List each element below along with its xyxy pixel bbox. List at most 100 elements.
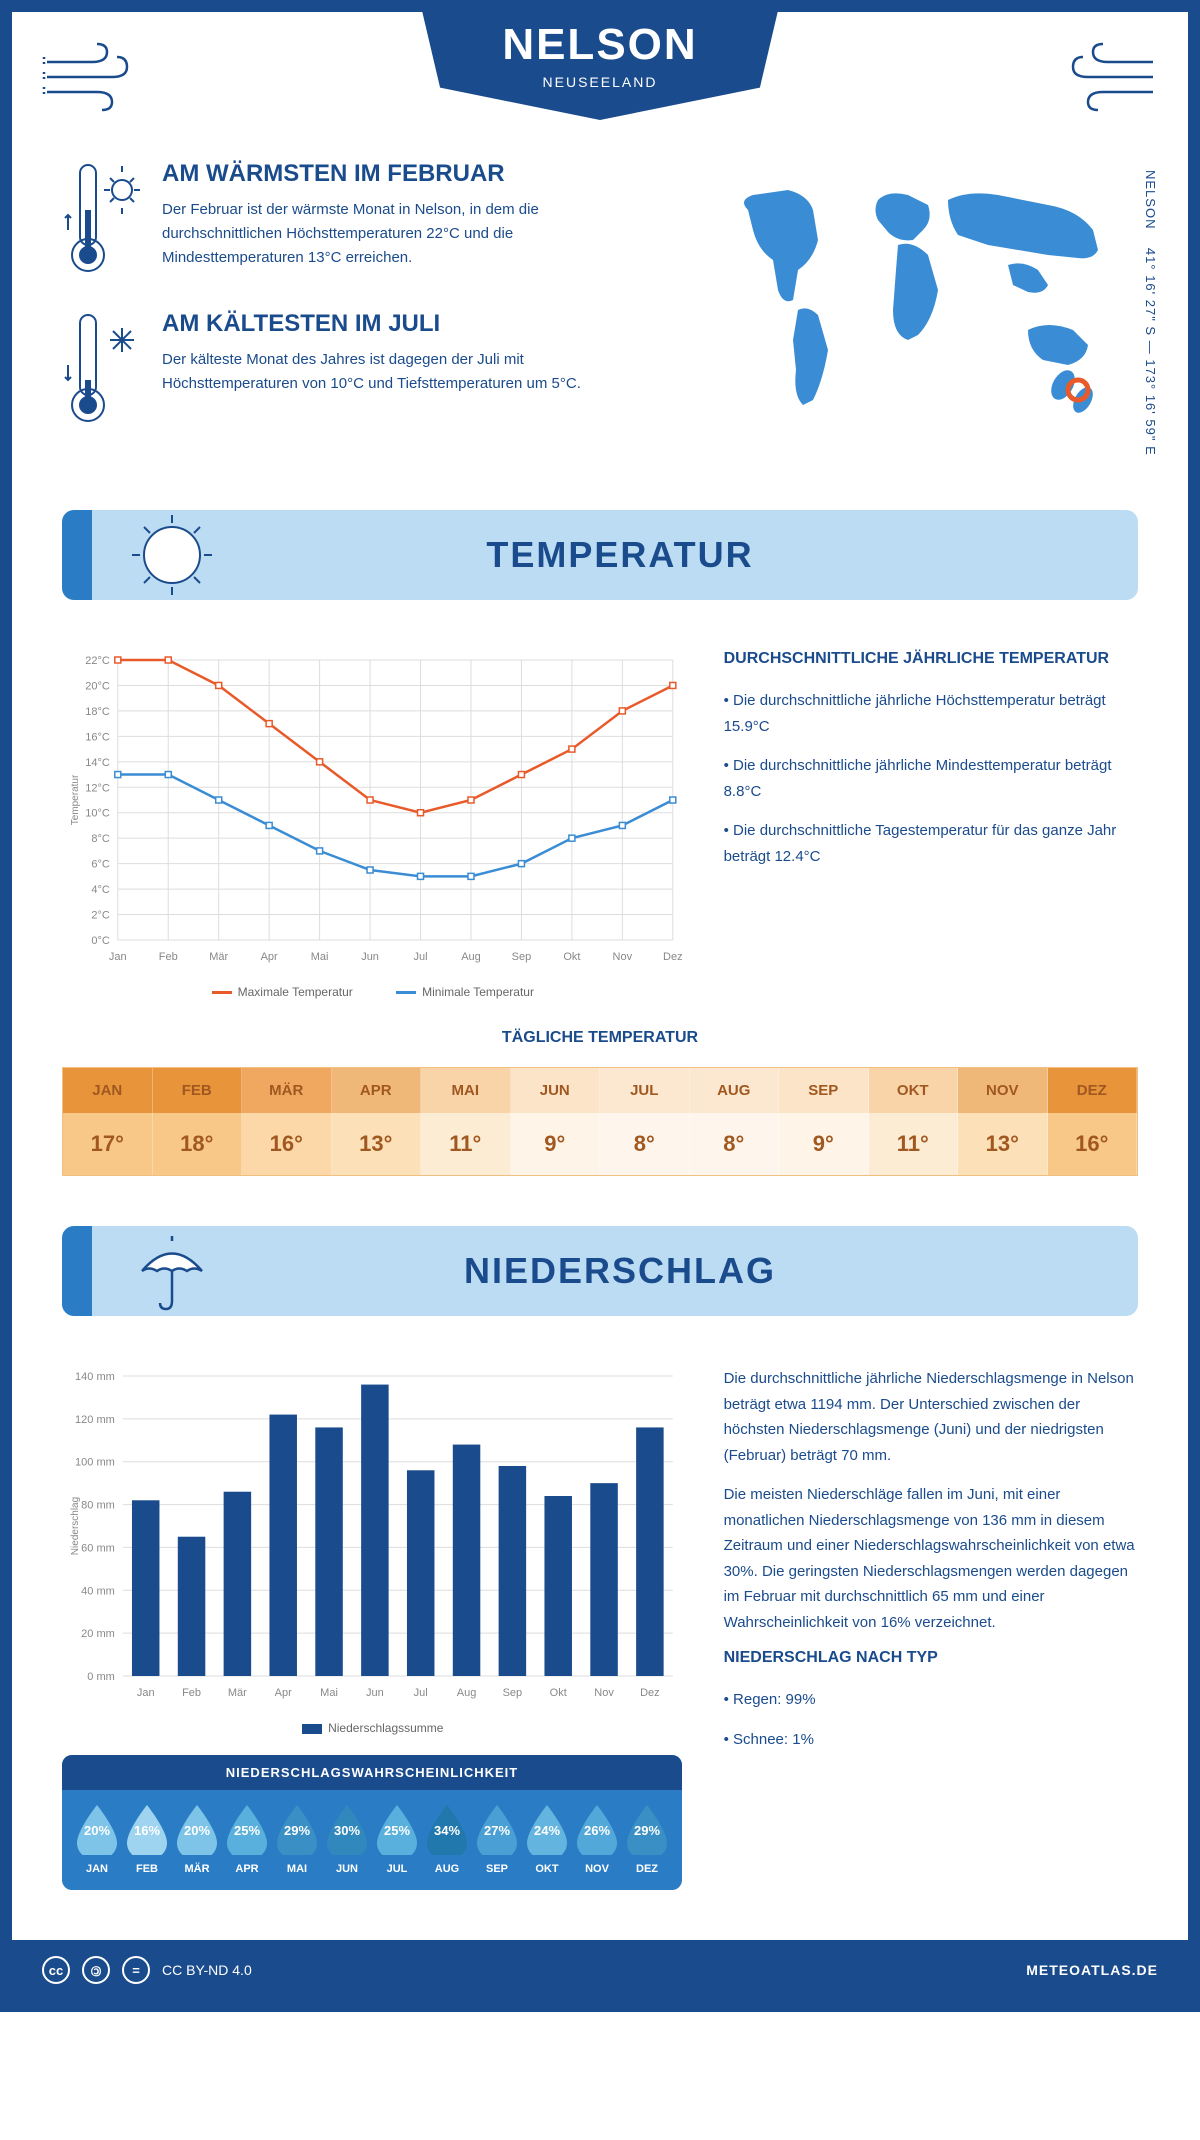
svg-text:Dez: Dez bbox=[640, 1687, 660, 1699]
temp-value: 13° bbox=[332, 1113, 422, 1175]
precipitation-text: Die durchschnittliche jährliche Niedersc… bbox=[724, 1366, 1138, 1910]
svg-text:120 mm: 120 mm bbox=[75, 1414, 115, 1426]
cold-title: AM KÄLTESTEN IM JULI bbox=[162, 310, 658, 338]
prob-drop: 24% OKT bbox=[522, 1805, 572, 1875]
svg-text:Sep: Sep bbox=[512, 951, 532, 963]
svg-text:14°C: 14°C bbox=[85, 757, 110, 769]
temp-value: 8° bbox=[690, 1113, 780, 1175]
world-map bbox=[698, 160, 1138, 440]
temperature-content: 0°C2°C4°C6°C8°C10°C12°C14°C16°C18°C20°C2… bbox=[12, 620, 1188, 1029]
svg-text:Aug: Aug bbox=[457, 1687, 477, 1699]
month-header: NOV bbox=[958, 1068, 1048, 1113]
precip-para-1: Die durchschnittliche jährliche Niedersc… bbox=[724, 1366, 1138, 1468]
temp-stats-heading: DURCHSCHNITTLICHE JÄHRLICHE TEMPERATUR bbox=[724, 650, 1138, 668]
header: NELSON NEUSEELAND bbox=[12, 12, 1188, 130]
temp-bullet-2: • Die durchschnittliche jährliche Mindes… bbox=[724, 753, 1138, 804]
temp-value: 13° bbox=[958, 1113, 1048, 1175]
coords-value: 41° 16' 27" S — 173° 16' 59" E bbox=[1143, 248, 1158, 456]
temp-value: 16° bbox=[242, 1113, 332, 1175]
temp-value: 9° bbox=[511, 1113, 601, 1175]
svg-text:Apr: Apr bbox=[261, 951, 278, 963]
svg-text:4°C: 4°C bbox=[91, 884, 110, 896]
month-header: JAN bbox=[63, 1068, 153, 1113]
daily-temp-table: JANFEBMÄRAPRMAIJUNJULAUGSEPOKTNOVDEZ17°1… bbox=[62, 1067, 1138, 1176]
svg-text:Okt: Okt bbox=[550, 1687, 567, 1699]
svg-text:16°C: 16°C bbox=[85, 731, 110, 743]
prob-drop: 34% AUG bbox=[422, 1805, 472, 1875]
wind-icon bbox=[1058, 42, 1158, 112]
svg-text:140 mm: 140 mm bbox=[75, 1371, 115, 1383]
temp-value: 8° bbox=[600, 1113, 690, 1175]
svg-text:2°C: 2°C bbox=[91, 910, 110, 922]
svg-text:Feb: Feb bbox=[182, 1687, 201, 1699]
thermometer-cold-icon bbox=[62, 310, 142, 430]
license-text: CC BY-ND 4.0 bbox=[162, 1962, 252, 1978]
precipitation-chart-area: 0 mm20 mm40 mm60 mm80 mm100 mm120 mm140 … bbox=[62, 1366, 684, 1910]
svg-text:Temperatur: Temperatur bbox=[70, 774, 81, 825]
svg-text:40 mm: 40 mm bbox=[81, 1585, 115, 1597]
prob-drop: 26% NOV bbox=[572, 1805, 622, 1875]
temperature-title: TEMPERATUR bbox=[102, 534, 1138, 576]
temp-value: 18° bbox=[153, 1113, 243, 1175]
footer-source: METEOATLAS.DE bbox=[1026, 1962, 1158, 1978]
svg-text:Mai: Mai bbox=[311, 951, 329, 963]
svg-text:Apr: Apr bbox=[275, 1687, 292, 1699]
wind-icon bbox=[42, 42, 142, 112]
temp-legend: Maximale Temperatur Minimale Temperatur bbox=[62, 985, 684, 999]
month-header: JUL bbox=[600, 1068, 690, 1113]
precip-type-heading: NIEDERSCHLAG NACH TYP bbox=[724, 1649, 1138, 1667]
temp-bullet-1: • Die durchschnittliche jährliche Höchst… bbox=[724, 688, 1138, 739]
svg-text:0°C: 0°C bbox=[91, 935, 110, 947]
month-header: JUN bbox=[511, 1068, 601, 1113]
temperature-chart-area: 0°C2°C4°C6°C8°C10°C12°C14°C16°C18°C20°C2… bbox=[62, 650, 684, 999]
svg-text:0 mm: 0 mm bbox=[87, 1671, 115, 1683]
month-header: MAI bbox=[421, 1068, 511, 1113]
svg-text:Jul: Jul bbox=[414, 1687, 428, 1699]
title-banner: NELSON NEUSEELAND bbox=[422, 12, 777, 120]
svg-text:Aug: Aug bbox=[461, 951, 481, 963]
svg-text:80 mm: 80 mm bbox=[81, 1500, 115, 1512]
legend-max: Maximale Temperatur bbox=[238, 985, 353, 999]
svg-text:8°C: 8°C bbox=[91, 833, 110, 845]
svg-text:Jan: Jan bbox=[109, 951, 127, 963]
svg-text:Mär: Mär bbox=[209, 951, 228, 963]
svg-text:Sep: Sep bbox=[503, 1687, 523, 1699]
city-title: NELSON bbox=[502, 20, 697, 70]
temp-value: 17° bbox=[63, 1113, 153, 1175]
svg-text:Dez: Dez bbox=[663, 951, 683, 963]
map-area: NELSON 41° 16' 27" S — 173° 16' 59" E bbox=[698, 160, 1138, 460]
daily-temp-heading: TÄGLICHE TEMPERATUR bbox=[62, 1029, 1138, 1047]
country-subtitle: NEUSEELAND bbox=[502, 74, 697, 90]
temp-value: 11° bbox=[869, 1113, 959, 1175]
daily-temperature: TÄGLICHE TEMPERATUR JANFEBMÄRAPRMAIJUNJU… bbox=[12, 1029, 1188, 1206]
svg-text:10°C: 10°C bbox=[85, 808, 110, 820]
probability-drops: 20% JAN 16% FEB 20% MÄR 25% APR 29% MAI … bbox=[62, 1790, 682, 1880]
precip-snow: • Schnee: 1% bbox=[724, 1727, 1138, 1753]
coords-label: NELSON bbox=[1143, 170, 1158, 229]
temp-value: 16° bbox=[1048, 1113, 1138, 1175]
month-header: MÄR bbox=[242, 1068, 332, 1113]
prob-drop: 25% JUL bbox=[372, 1805, 422, 1875]
prob-heading: NIEDERSCHLAGSWAHRSCHEINLICHKEIT bbox=[62, 1755, 682, 1790]
precipitation-header: NIEDERSCHLAG bbox=[62, 1226, 1138, 1316]
warm-title: AM WÄRMSTEN IM FEBRUAR bbox=[162, 160, 658, 188]
cold-fact: AM KÄLTESTEN IM JULI Der kälteste Monat … bbox=[62, 310, 658, 430]
precipitation-bar-chart: 0 mm20 mm40 mm60 mm80 mm100 mm120 mm140 … bbox=[62, 1366, 684, 1706]
nd-icon: = bbox=[122, 1956, 150, 1984]
precip-legend: Niederschlagssumme bbox=[62, 1721, 684, 1735]
svg-text:6°C: 6°C bbox=[91, 859, 110, 871]
legend-min: Minimale Temperatur bbox=[422, 985, 534, 999]
month-header: OKT bbox=[869, 1068, 959, 1113]
svg-text:Nov: Nov bbox=[613, 951, 633, 963]
svg-text:22°C: 22°C bbox=[85, 655, 110, 667]
warm-fact: AM WÄRMSTEN IM FEBRUAR Der Februar ist d… bbox=[62, 160, 658, 280]
month-header: AUG bbox=[690, 1068, 780, 1113]
prob-drop: 29% MAI bbox=[272, 1805, 322, 1875]
svg-text:18°C: 18°C bbox=[85, 706, 110, 718]
page-container: NELSON NEUSEELAND bbox=[0, 0, 1200, 2012]
precipitation-title: NIEDERSCHLAG bbox=[102, 1250, 1138, 1292]
svg-text:Mär: Mär bbox=[228, 1687, 247, 1699]
precipitation-content: 0 mm20 mm40 mm60 mm80 mm100 mm120 mm140 … bbox=[12, 1336, 1188, 1940]
precip-para-2: Die meisten Niederschläge fallen im Juni… bbox=[724, 1482, 1138, 1635]
footer: cc 🄯 = CC BY-ND 4.0 METEOATLAS.DE bbox=[12, 1940, 1188, 2000]
